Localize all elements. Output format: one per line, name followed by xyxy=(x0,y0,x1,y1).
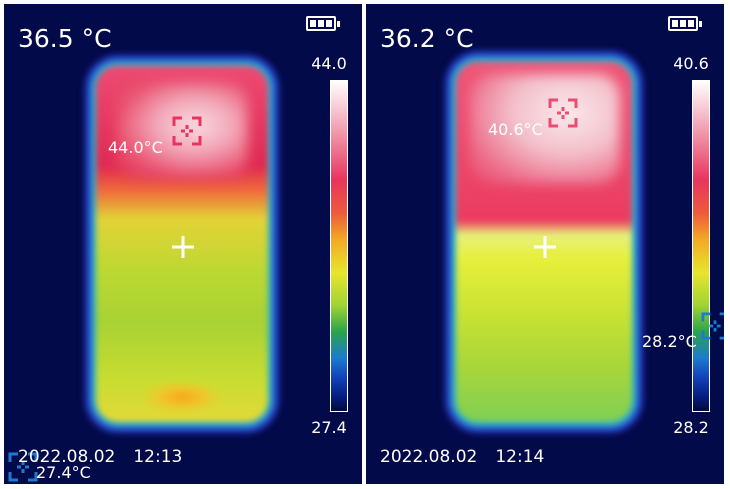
min-spot-label: 27.4°C xyxy=(36,463,91,482)
min-target-icon xyxy=(8,452,38,482)
hot-zone xyxy=(470,74,620,184)
thermal-view-right: 36.2 °C 40.6 28.2 40.6°C 28.2°C 2022.08.… xyxy=(366,4,724,484)
date-label: 2022.08.02 xyxy=(380,447,478,467)
min-spot-label: 28.2°C xyxy=(642,332,697,351)
max-target-icon xyxy=(548,98,578,128)
color-scale-bar xyxy=(692,80,710,412)
scale-max-label: 40.6 xyxy=(673,54,709,73)
scale-min-label: 28.2 xyxy=(673,418,709,437)
center-temperature-readout: 36.2 °C xyxy=(380,24,474,53)
time-label: 12:13 xyxy=(133,447,183,467)
center-crosshair-icon xyxy=(534,236,556,258)
date-label: 2022.08.02 xyxy=(18,447,116,467)
max-target-icon xyxy=(172,116,202,146)
max-spot-label: 40.6°C xyxy=(488,120,543,139)
battery-full-icon xyxy=(306,16,340,31)
scale-min-label: 27.4 xyxy=(311,418,347,437)
timestamp: 2022.08.02 12:14 xyxy=(380,447,544,467)
time-label: 12:14 xyxy=(495,447,545,467)
battery-full-icon xyxy=(668,16,702,31)
min-target-icon xyxy=(701,312,724,340)
color-scale-bar xyxy=(330,80,348,412)
center-crosshair-icon xyxy=(172,236,194,258)
timestamp: 2022.08.02 12:13 xyxy=(18,447,182,467)
max-spot-label: 44.0°C xyxy=(108,138,163,157)
center-temperature-readout: 36.5 °C xyxy=(18,24,112,53)
thermal-view-left: 36.5 °C 44.0 27.4 44.0°C 27.4°C 2022.08.… xyxy=(4,4,362,484)
scale-max-label: 44.0 xyxy=(311,54,347,73)
